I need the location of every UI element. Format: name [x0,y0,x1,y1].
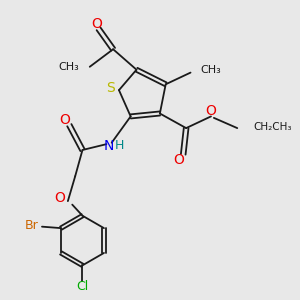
Text: Cl: Cl [76,280,88,293]
Text: O: O [59,113,70,127]
Text: O: O [54,190,65,205]
Text: H: H [115,139,124,152]
Text: CH₃: CH₃ [201,65,221,75]
Text: O: O [206,103,216,118]
Text: O: O [92,16,103,31]
Text: Br: Br [25,219,38,232]
Text: N: N [103,139,114,153]
Text: CH₃: CH₃ [59,62,80,72]
Text: S: S [106,81,115,95]
Text: CH₂CH₃: CH₂CH₃ [253,122,292,132]
Text: O: O [173,153,184,166]
